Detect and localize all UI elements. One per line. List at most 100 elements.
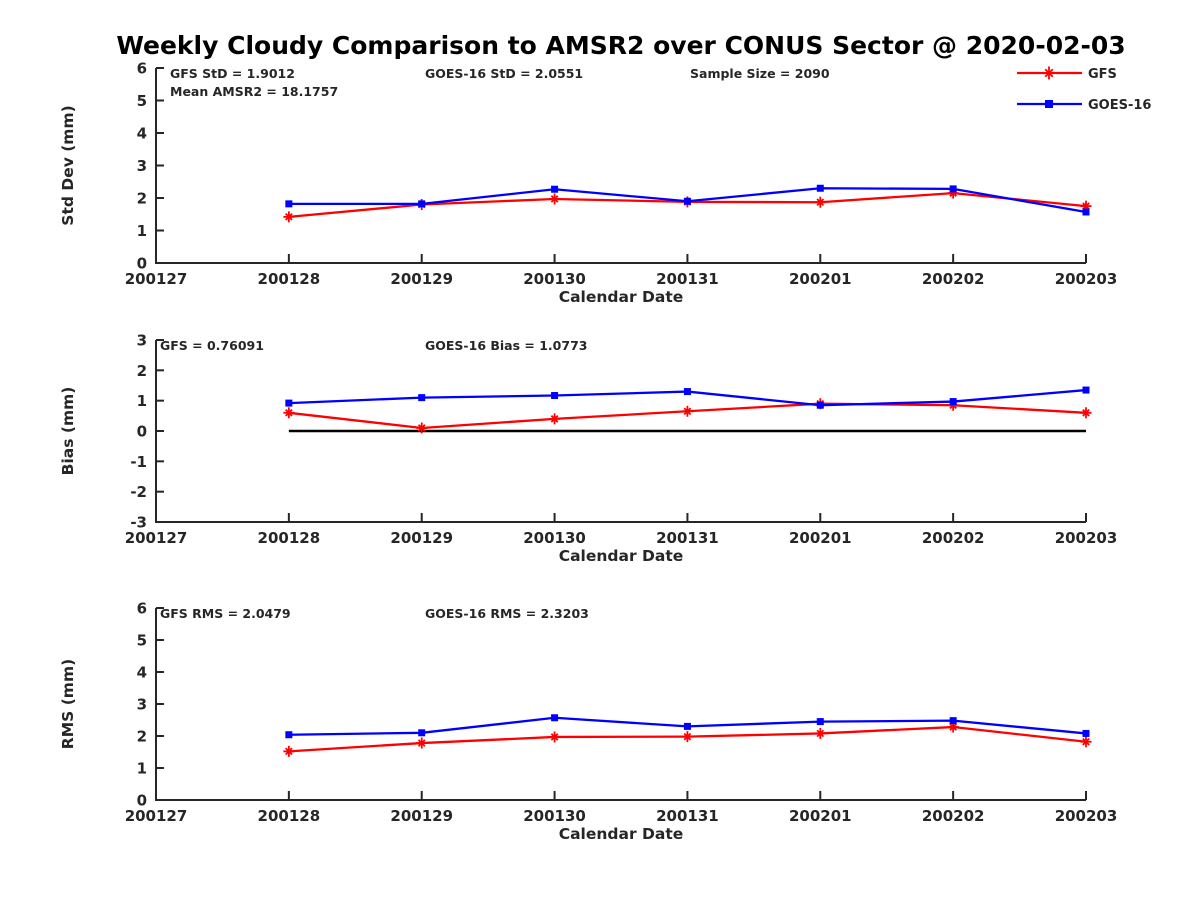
data-marker <box>681 731 693 743</box>
x-tick-label: 200203 <box>1055 270 1118 288</box>
series-gfs <box>283 398 1092 434</box>
x-tick-label: 200128 <box>258 270 321 288</box>
y-tick-label: 3 <box>137 157 147 175</box>
y-tick-label: 4 <box>137 664 147 682</box>
panel-annotation: GFS StD = 1.9012 <box>170 66 295 81</box>
data-marker <box>949 398 957 406</box>
y-tick-label: -1 <box>130 453 147 471</box>
data-marker <box>683 388 691 396</box>
y-axis-label: Bias (mm) <box>59 387 77 476</box>
x-tick-label: 200201 <box>789 529 852 547</box>
marker-spoke <box>816 729 825 738</box>
marker-spoke <box>550 733 559 741</box>
x-tick-label: 200129 <box>390 529 453 547</box>
data-marker <box>418 729 426 737</box>
data-marker <box>551 185 559 193</box>
x-tick-label: 200130 <box>523 270 586 288</box>
data-marker <box>816 718 824 726</box>
marker-spoke <box>417 739 426 747</box>
data-marker <box>418 200 426 208</box>
legend-label: GFS <box>1088 67 1117 82</box>
y-tick-label: 3 <box>137 332 147 350</box>
y-tick-label: 1 <box>137 222 147 240</box>
marker-spoke <box>550 415 559 423</box>
axis-spines <box>155 608 1086 801</box>
x-axis: 200127 200128 200129 200130 200131 200201 2002… <box>125 254 1118 288</box>
marker-spoke <box>1044 68 1054 78</box>
y-axis: 0 1 2 3 4 5 6 <box>137 600 164 810</box>
x-tick-label: 200131 <box>656 270 719 288</box>
marker-spoke <box>285 747 293 756</box>
panel-annotation: GOES-16 RMS = 2.3203 <box>425 606 589 621</box>
y-tick-label: 2 <box>137 190 147 208</box>
marker-spoke <box>550 195 559 203</box>
x-tick-label: 200128 <box>258 807 321 825</box>
legend-marker-square <box>1045 100 1053 108</box>
x-tick-label: 200202 <box>922 529 985 547</box>
data-marker <box>949 185 957 193</box>
panel-annotation: GOES-16 StD = 2.0551 <box>425 66 583 81</box>
y-tick-label: -2 <box>130 483 147 501</box>
panel-annotation: Sample Size = 2090 <box>690 66 830 81</box>
marker-spoke <box>683 407 692 416</box>
x-axis: 200127 200128 200129 200130 200131 200201 2002… <box>125 513 1117 547</box>
x-tick-label: 200130 <box>523 807 586 825</box>
panel-annotation: GOES-16 Bias = 1.0773 <box>425 338 587 353</box>
data-marker <box>814 196 826 208</box>
y-tick-label: -3 <box>130 514 147 532</box>
x-axis: 200127 200128 200129 200130 200131 200201 2002… <box>125 791 1117 825</box>
y-tick-label: 3 <box>137 696 147 714</box>
x-axis-label: Calendar Date <box>559 288 684 306</box>
marker-spoke <box>417 424 426 432</box>
x-axis-label: Calendar Date <box>559 825 684 843</box>
x-tick-label: 200129 <box>390 807 453 825</box>
y-tick-label: 0 <box>137 255 147 273</box>
data-marker <box>285 200 293 208</box>
data-marker <box>1080 200 1092 212</box>
marker-spoke <box>949 723 957 731</box>
data-marker <box>416 422 428 434</box>
marker-spoke <box>1082 202 1090 210</box>
data-marker <box>285 399 293 407</box>
data-marker <box>947 721 959 733</box>
series-gfs <box>283 721 1092 757</box>
data-marker <box>1080 407 1092 419</box>
data-marker <box>549 193 561 205</box>
y-tick-label: 6 <box>137 600 147 618</box>
marker-spoke <box>816 198 825 207</box>
panel-annotation: GFS RMS = 2.0479 <box>160 606 291 621</box>
legend-label: GOES-16 <box>1088 98 1151 113</box>
data-marker <box>1080 736 1092 748</box>
x-tick-label: 200130 <box>523 529 586 547</box>
data-marker <box>816 184 824 192</box>
data-marker <box>683 197 691 205</box>
y-axis: 0 1 2 3 4 5 6 <box>137 60 164 273</box>
data-marker <box>283 407 295 419</box>
x-tick-label: 200202 <box>922 807 985 825</box>
x-tick-label: 200131 <box>656 529 719 547</box>
panel-annotation: Mean AMSR2 = 18.1757 <box>170 84 338 99</box>
data-marker <box>416 737 428 749</box>
x-tick-label: 200202 <box>922 270 985 288</box>
marker-spoke <box>1082 737 1090 746</box>
data-marker <box>681 405 693 417</box>
marker-spoke <box>683 732 692 741</box>
series-goes-16 <box>285 184 1090 216</box>
y-tick-label: 0 <box>137 792 147 810</box>
x-axis-label: Calendar Date <box>559 547 684 565</box>
y-tick-label: 2 <box>137 362 147 380</box>
data-marker <box>683 722 691 730</box>
data-marker <box>283 211 295 223</box>
data-marker <box>551 714 559 722</box>
data-marker <box>1082 386 1090 394</box>
x-tick-label: 200127 <box>125 529 188 547</box>
data-marker <box>1082 208 1090 216</box>
data-marker <box>549 413 561 425</box>
y-axis-label: RMS (mm) <box>59 659 77 749</box>
data-marker <box>814 727 826 739</box>
y-tick-label: 2 <box>137 728 147 746</box>
x-tick-label: 200128 <box>258 529 321 547</box>
